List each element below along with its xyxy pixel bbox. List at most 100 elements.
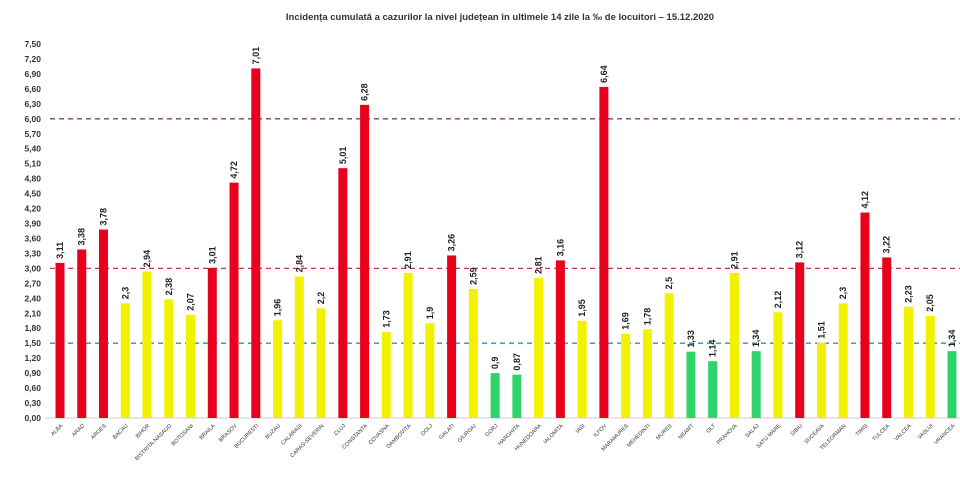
category-label: BACAU (112, 423, 130, 441)
value-label: 1,34 (751, 330, 761, 348)
value-label: 1,34 (947, 330, 957, 348)
bar-caras-severin (316, 308, 326, 418)
category-label: NEAMT (677, 423, 695, 441)
bar-mehedinti (642, 329, 652, 418)
y-tick-label: 5,10 (24, 159, 41, 169)
bar-calarasi (294, 276, 304, 418)
bar-olt (708, 361, 718, 418)
category-label: CLUJ (333, 423, 347, 437)
value-label: 3,78 (99, 208, 109, 226)
y-tick-label: 2,70 (24, 278, 41, 288)
value-label: 2,07 (186, 293, 196, 311)
bar-hunedoara (534, 277, 544, 418)
value-label: 1,33 (686, 330, 696, 348)
bar-harghita (512, 374, 522, 418)
value-label: 3,22 (882, 236, 892, 254)
value-label: 3,38 (77, 228, 87, 246)
value-label: 4,72 (229, 161, 239, 179)
y-tick-label: 5,40 (24, 144, 41, 154)
chart-title: Incidența cumulată a cazurilor la nivel … (286, 12, 714, 23)
value-label: 6,28 (360, 83, 370, 101)
bar-buzau (273, 320, 283, 418)
category-label: ARGES (90, 423, 108, 441)
bar-sibiu (795, 262, 805, 418)
bar-arad (77, 249, 87, 418)
bar-maramures (621, 333, 631, 418)
bar-vaslui (925, 315, 935, 418)
value-label: 3,16 (555, 239, 565, 257)
value-label: 2,05 (925, 294, 935, 312)
value-label: 6,64 (599, 65, 609, 83)
category-label: VRANCEA (933, 423, 956, 446)
x-axis: ALBA ARAD ARGES BACAU BIHORBISTRITA-NASAUDBO… (50, 423, 956, 462)
y-tick-label: 6,30 (24, 99, 41, 109)
value-label: 1,95 (577, 299, 587, 317)
value-label: 2,2 (316, 292, 326, 305)
category-label: IASI (575, 423, 587, 435)
category-label: SIBIU (790, 423, 804, 437)
value-label: 4,12 (860, 191, 870, 209)
category-label: VASLUI (917, 423, 935, 441)
category-label: IALOMITA (543, 423, 565, 445)
value-label: 2,38 (164, 278, 174, 296)
bar-gorj (490, 373, 500, 418)
category-label: BRASOV (218, 423, 239, 444)
category-label: SUCEAVA (804, 423, 826, 445)
bar-prahova (729, 272, 739, 418)
value-label: 3,12 (795, 241, 805, 259)
category-label: TIMIS (855, 423, 870, 438)
value-label: 2,81 (534, 256, 544, 274)
y-tick-label: 1,20 (24, 353, 41, 363)
y-tick-label: 6,60 (24, 84, 41, 94)
y-tick-label: 2,10 (24, 308, 41, 318)
bar-ilfov (599, 86, 609, 419)
value-label: 2,84 (294, 255, 304, 273)
value-label: 1,14 (708, 340, 718, 358)
bar-arges (99, 229, 109, 418)
y-tick-label: 3,30 (24, 248, 41, 258)
y-axis: 0,00 0,30 0,60 0,90 1,20 1,50 1,80 2,10 2,40 2,70… (24, 39, 960, 423)
category-label: ARAD (71, 423, 86, 438)
bar-braila (207, 267, 217, 418)
reference-lines (50, 118, 960, 344)
value-label: 1,9 (425, 307, 435, 320)
bar-bistrita-nasaud (164, 299, 174, 418)
bar-botosani (186, 314, 196, 418)
y-tick-label: 4,50 (24, 189, 41, 199)
value-label: 2,12 (773, 291, 783, 309)
value-label: 0,9 (490, 357, 500, 370)
category-label: MEHEDINTI (626, 423, 652, 449)
y-tick-label: 3,90 (24, 219, 41, 229)
bar-valcea (903, 306, 913, 418)
bar-timis (860, 212, 870, 418)
y-tick-label: 6,00 (24, 114, 41, 124)
category-label: TULCEA (872, 423, 892, 443)
category-label: BRAILA (199, 423, 217, 441)
category-label: VALCEA (894, 423, 914, 443)
value-label: 0,87 (512, 353, 522, 371)
bars: 3,11 3,38 3,78 2,3 2,94 2,38 2,07 3,01 4,72 7,01 1… (55, 47, 957, 419)
category-label: MURES (655, 423, 674, 442)
bar-suceava (816, 342, 826, 418)
y-tick-label: 0,60 (24, 383, 41, 393)
category-label: PRAHOVA (716, 423, 739, 446)
y-tick-label: 0,00 (24, 413, 41, 423)
value-label: 2,94 (142, 250, 152, 268)
category-label: DOLJ (420, 423, 434, 437)
value-label: 2,5 (664, 277, 674, 290)
y-tick-label: 5,70 (24, 129, 41, 139)
category-label: GALATI (438, 423, 456, 441)
y-tick-label: 1,50 (24, 338, 41, 348)
value-label: 2,3 (838, 287, 848, 300)
bar-giurgiu (468, 288, 478, 418)
value-label: 3,01 (207, 246, 217, 264)
category-label: OLT (706, 423, 718, 435)
value-label: 3,26 (447, 234, 457, 252)
bar-cluj (338, 168, 348, 418)
y-tick-label: 2,40 (24, 293, 41, 303)
bar-neamt (686, 351, 696, 418)
value-label: 2,3 (120, 287, 130, 300)
bar-ialomita (555, 260, 565, 418)
category-label: BIHOR (135, 423, 152, 440)
